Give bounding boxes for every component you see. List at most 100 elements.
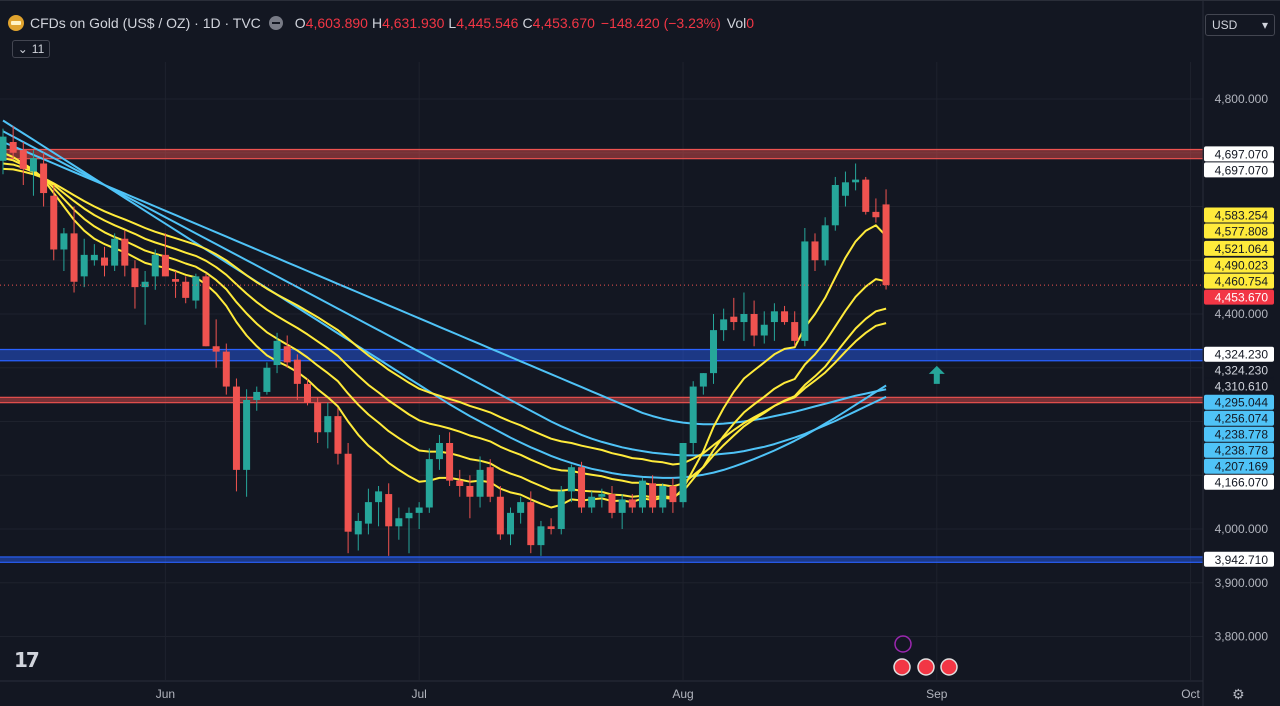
candle-body[interactable] [679, 443, 687, 503]
candle-body[interactable] [638, 480, 646, 508]
candle-body[interactable] [354, 520, 362, 535]
candle-body[interactable] [831, 185, 839, 226]
candle-body[interactable] [557, 491, 565, 529]
indicators-toggle-button[interactable]: ⌄ 11 [12, 40, 50, 58]
candle-body[interactable] [334, 416, 342, 454]
candle-body[interactable] [750, 314, 758, 336]
candle-body[interactable] [0, 136, 7, 161]
market-status-icon[interactable] [268, 16, 283, 30]
candle-body[interactable] [517, 502, 525, 513]
candle-body[interactable] [80, 254, 88, 277]
candle-body[interactable] [598, 494, 606, 497]
candle-body[interactable] [649, 483, 657, 508]
candle-body[interactable] [425, 459, 433, 508]
candle-body[interactable] [740, 314, 748, 323]
candle-body[interactable] [243, 400, 251, 470]
candle-body[interactable] [101, 257, 108, 266]
candle-body[interactable] [882, 204, 890, 286]
candle-body[interactable] [435, 443, 443, 460]
candle-body[interactable] [385, 494, 393, 527]
candle-body[interactable] [111, 238, 119, 266]
candle-body[interactable] [121, 238, 129, 266]
candle-body[interactable] [9, 142, 17, 153]
candle-body[interactable] [405, 512, 413, 519]
candle-body[interactable] [19, 150, 27, 169]
candle-body[interactable] [446, 443, 454, 481]
candle-body[interactable] [364, 502, 372, 524]
candle-body[interactable] [588, 496, 596, 508]
candle-body[interactable] [801, 241, 809, 341]
candle-body[interactable] [496, 496, 504, 535]
candle-body[interactable] [212, 346, 220, 352]
candle-body[interactable] [720, 319, 728, 331]
candle-body[interactable] [547, 526, 555, 529]
candle-body[interactable] [192, 276, 200, 301]
candle-body[interactable] [730, 316, 738, 323]
candle-body[interactable] [608, 494, 616, 513]
candle-body[interactable] [618, 499, 626, 513]
candle-body[interactable] [182, 281, 190, 298]
us-flag-event-icon[interactable] [893, 658, 911, 676]
candle-body[interactable] [578, 467, 586, 508]
candle-body[interactable] [659, 486, 667, 508]
candle-body[interactable] [395, 518, 403, 527]
candle-body[interactable] [344, 453, 352, 532]
candle-body[interactable] [141, 281, 149, 288]
symbol-title[interactable]: CFDs on Gold (US$ / OZ) · 1D · TVC [30, 15, 261, 31]
candle-body[interactable] [689, 386, 697, 443]
candle-body[interactable] [791, 322, 799, 341]
candle-body[interactable] [253, 391, 261, 400]
up-arrow-icon[interactable] [928, 365, 945, 384]
candle-body[interactable] [375, 491, 383, 503]
candle-body[interactable] [699, 373, 707, 387]
candle-body[interactable] [60, 233, 68, 250]
candle-body[interactable] [466, 486, 474, 497]
candle-body[interactable] [273, 340, 281, 366]
currency-select[interactable]: USD ▾ [1205, 14, 1275, 36]
candle-body[interactable] [293, 359, 301, 384]
candle-body[interactable] [202, 276, 210, 347]
candle-body[interactable] [486, 467, 494, 497]
candle-body[interactable] [40, 163, 48, 194]
candle-body[interactable] [283, 346, 291, 363]
candle-body[interactable] [29, 158, 37, 172]
candle-body[interactable] [131, 268, 139, 288]
us-flag-event-icon[interactable] [940, 658, 958, 676]
candle-body[interactable] [567, 467, 575, 492]
candle-body[interactable] [821, 225, 829, 261]
candle-body[interactable] [70, 233, 78, 282]
candle-body[interactable] [781, 311, 789, 323]
candle-body[interactable] [151, 254, 159, 277]
candle-body[interactable] [476, 469, 484, 497]
candle-body[interactable] [456, 480, 464, 486]
candle-body[interactable] [314, 402, 322, 433]
candle-body[interactable] [415, 507, 423, 513]
candle-body[interactable] [90, 254, 98, 261]
candle-body[interactable] [628, 499, 636, 508]
candle-body[interactable] [527, 502, 535, 546]
candle-body[interactable] [862, 179, 870, 212]
candle-body[interactable] [852, 179, 860, 183]
candle-body[interactable] [263, 367, 271, 392]
candle-body[interactable] [710, 330, 717, 374]
candle-body[interactable] [770, 311, 778, 323]
tradingview-logo-icon[interactable]: 17 [14, 648, 40, 672]
candle-body[interactable] [760, 324, 768, 336]
candle-body[interactable] [872, 211, 880, 218]
candle-body[interactable] [232, 386, 240, 470]
candle-body[interactable] [324, 416, 332, 433]
candle-body[interactable] [841, 182, 849, 196]
candle-body[interactable] [669, 486, 677, 503]
gear-icon[interactable]: ⚙ [1232, 686, 1245, 702]
candle-body[interactable] [507, 512, 514, 535]
candle-body[interactable] [222, 351, 230, 387]
candle-body[interactable] [537, 526, 545, 546]
candle-body[interactable] [304, 383, 311, 403]
us-flag-event-icon[interactable] [917, 658, 935, 676]
candle-body[interactable] [50, 195, 58, 250]
candle-body[interactable] [161, 254, 169, 277]
candle-body[interactable] [811, 241, 819, 261]
candle-body[interactable] [172, 279, 180, 282]
lightning-event-icon[interactable] [894, 635, 912, 653]
